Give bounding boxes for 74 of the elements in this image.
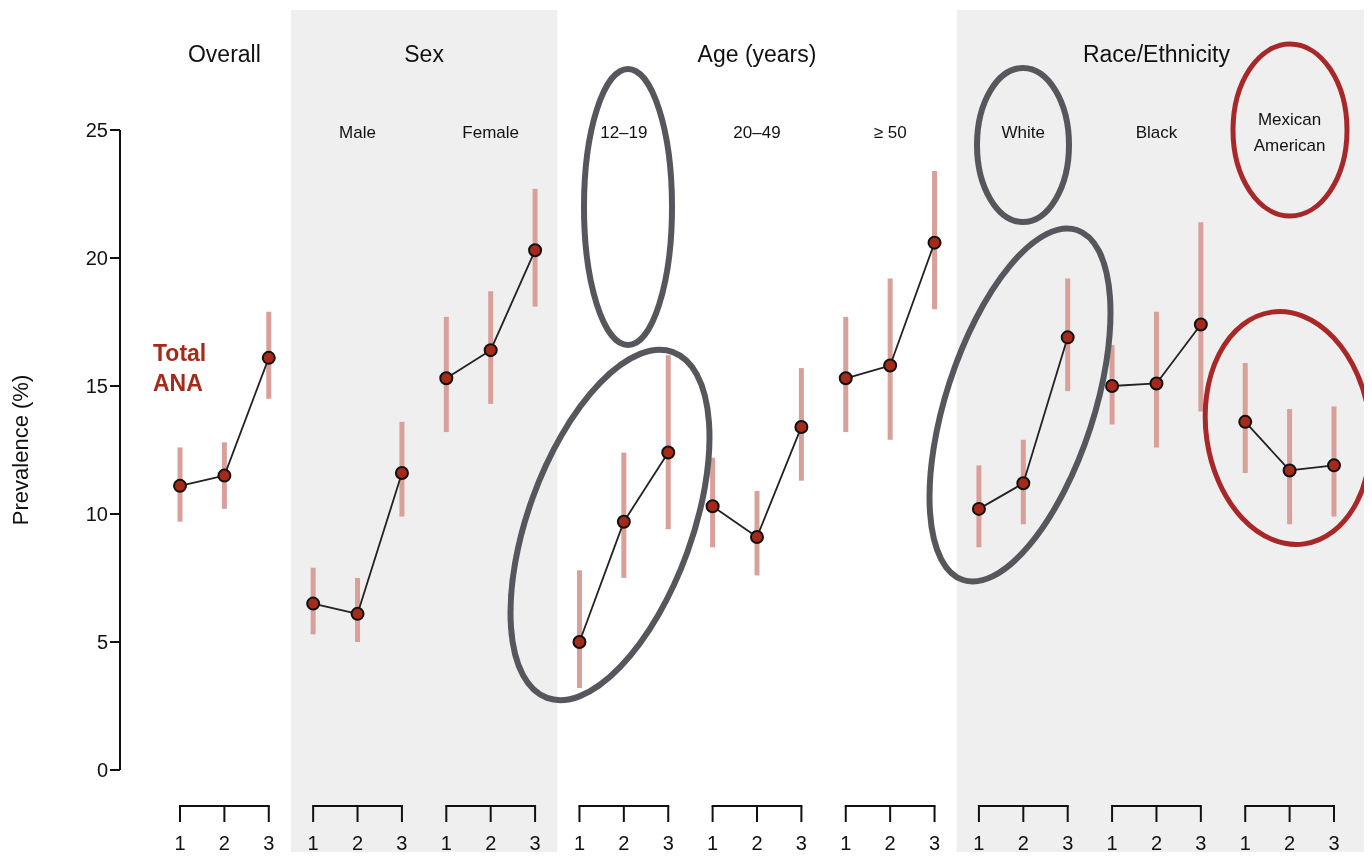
point xyxy=(572,635,587,649)
x-tick-label: 2 xyxy=(884,832,896,854)
x-tick-label: 1 xyxy=(440,832,452,854)
y-tick-label: 15 xyxy=(85,375,108,398)
x-tick-label: 2 xyxy=(1150,832,1163,854)
point xyxy=(439,371,454,386)
x-tick-label: 1 xyxy=(1106,832,1118,854)
point xyxy=(971,501,986,516)
annotation: 20–49 xyxy=(733,123,781,142)
annotation: Mexican American xyxy=(1253,110,1326,155)
text: Sex xyxy=(404,41,445,67)
x-tick-label: 2 xyxy=(618,832,630,854)
x-tick-label: 3 xyxy=(1062,832,1074,854)
annotation: Female xyxy=(462,123,520,142)
x-tick-label: 1 xyxy=(707,832,719,854)
point xyxy=(350,606,365,621)
annotation: White xyxy=(1001,123,1046,142)
point xyxy=(1238,414,1253,429)
x-tick-label: 3 xyxy=(1195,832,1207,854)
x-tick-label: 3 xyxy=(795,832,807,854)
point xyxy=(528,243,543,258)
point xyxy=(1060,330,1075,345)
y-axis-title: Prevalence (%) xyxy=(7,374,33,526)
x-tick-label: 3 xyxy=(662,832,674,854)
point xyxy=(1282,463,1297,478)
x-tick-label: 1 xyxy=(1239,832,1251,854)
x-tick-label: 2 xyxy=(351,832,364,854)
x-tick-label: 1 xyxy=(840,832,852,854)
x-tick-label: 2 xyxy=(1017,832,1029,854)
x-tick-label: 1 xyxy=(307,832,319,854)
x-tick-label: 1 xyxy=(573,832,586,854)
x-tick-label: 3 xyxy=(263,832,275,854)
text: Race/Ethnicity xyxy=(1082,41,1231,67)
point xyxy=(1105,379,1120,393)
x-tick-label: 3 xyxy=(928,832,941,854)
point xyxy=(217,468,232,483)
x-tick-label: 2 xyxy=(485,832,497,854)
annotation: ≥ 50 xyxy=(873,123,907,142)
point xyxy=(306,596,321,611)
point xyxy=(661,445,676,460)
point xyxy=(261,350,276,365)
point xyxy=(1327,458,1341,473)
point xyxy=(883,358,898,373)
point xyxy=(616,514,631,529)
point xyxy=(705,499,720,514)
x-tick-label: 3 xyxy=(1328,832,1340,854)
text: Age (years) xyxy=(697,41,817,67)
x-tick-label: 2 xyxy=(1284,832,1296,854)
x-tick-label: 1 xyxy=(174,832,186,854)
x-tick-label: 2 xyxy=(218,832,230,854)
point xyxy=(1193,317,1208,332)
annotation: Male xyxy=(339,123,376,142)
text: Overall xyxy=(187,41,261,67)
y-tick-label: 25 xyxy=(85,119,108,142)
x-tick-label: 1 xyxy=(973,832,985,854)
annotation: 12–19 xyxy=(600,123,648,142)
annotation: Total ANA xyxy=(153,340,207,396)
y-tick-label: 20 xyxy=(85,247,108,270)
point xyxy=(173,478,187,493)
point xyxy=(794,419,809,434)
x-tick-label: 2 xyxy=(751,832,763,854)
y-tick-label: 5 xyxy=(96,631,108,654)
y-tick-label: 0 xyxy=(96,759,108,782)
point xyxy=(750,530,764,545)
x-tick-label: 3 xyxy=(529,832,541,854)
point xyxy=(1016,476,1031,491)
point xyxy=(1149,376,1164,391)
x-tick-label: 3 xyxy=(396,832,408,854)
annotation: Black xyxy=(1135,123,1178,142)
point xyxy=(838,371,853,386)
y-tick-label: 10 xyxy=(85,503,108,526)
point xyxy=(483,343,498,358)
point xyxy=(394,466,409,481)
point xyxy=(927,235,942,250)
